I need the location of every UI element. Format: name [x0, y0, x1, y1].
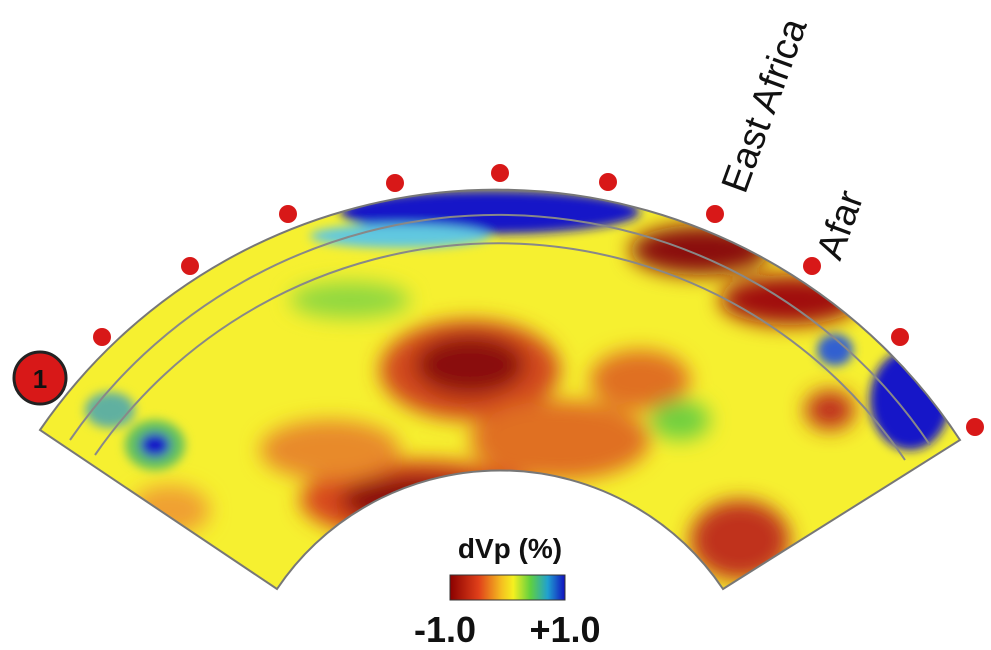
figure: 1 East Africa Afar dVp (%) -1.0 +1.0 [0, 0, 991, 650]
region-label: East Africa [714, 12, 816, 198]
colorbar-max: +1.0 [529, 609, 600, 650]
colorbar-min: -1.0 [414, 609, 476, 650]
page: {"section": {"marker": "1", "labels": ["… [0, 0, 991, 650]
colorbar [450, 575, 565, 600]
region-label: Afar [809, 185, 872, 265]
colorbar-title: dVp (%) [458, 533, 562, 564]
marker-label: 1 [33, 364, 47, 394]
